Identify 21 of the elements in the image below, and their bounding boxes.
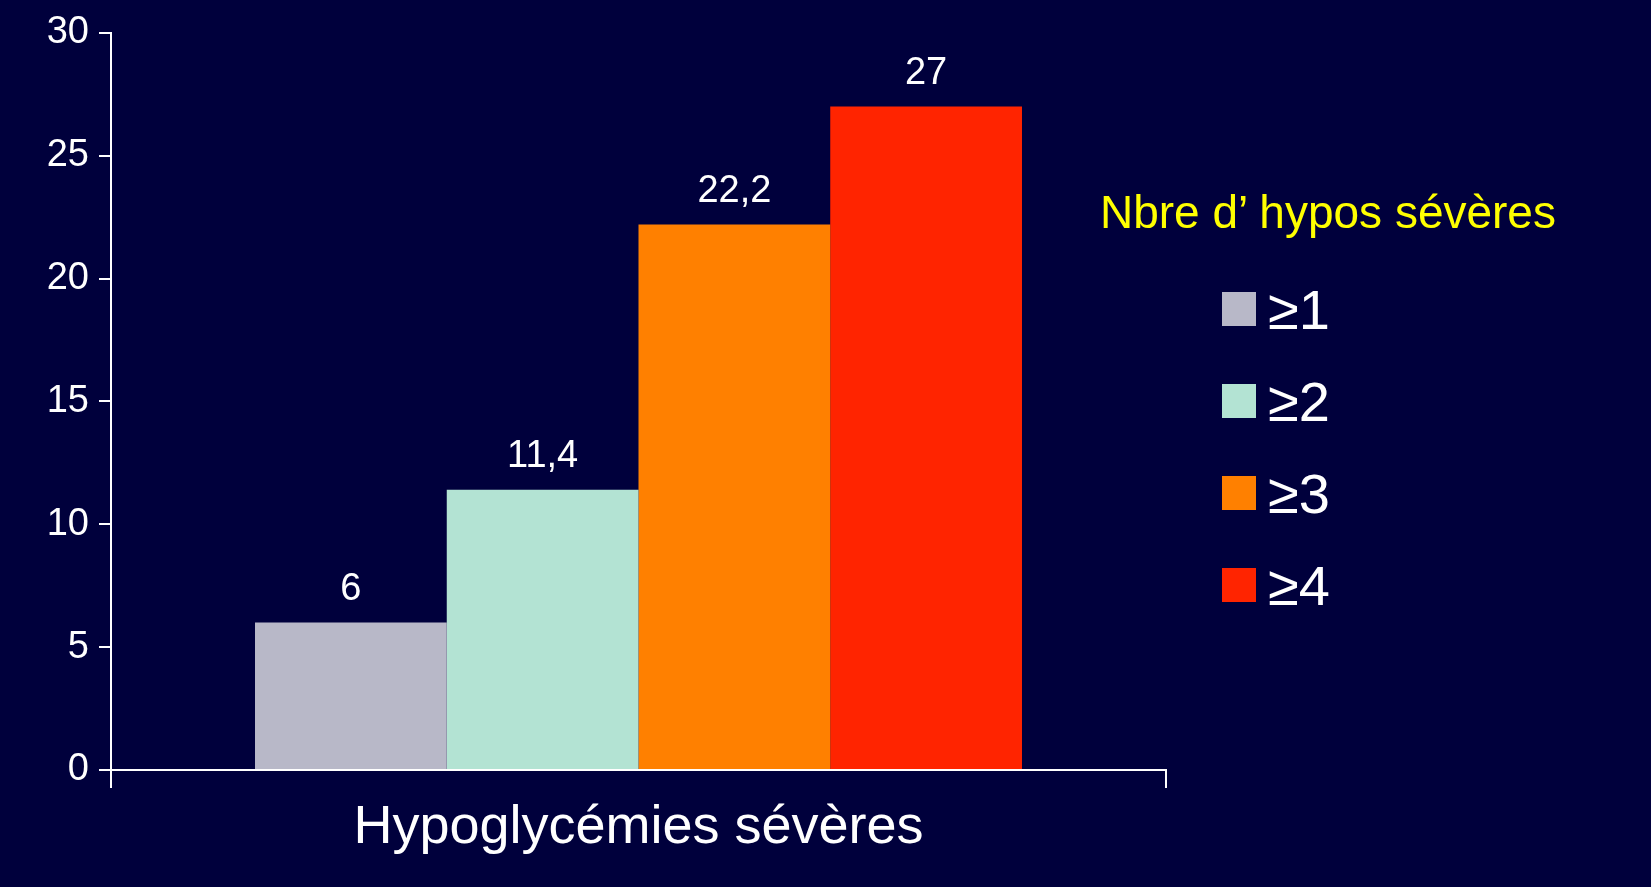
- y-tick-label: 15: [46, 377, 89, 420]
- y-tick-label: 0: [67, 746, 89, 789]
- y-tick-label: 5: [67, 623, 89, 666]
- legend-label: ≥2: [1268, 368, 1330, 434]
- bar: [638, 224, 831, 769]
- y-tick-label: 20: [46, 255, 89, 298]
- legend-label: ≥3: [1268, 460, 1330, 526]
- data-label: 11,4: [507, 433, 579, 476]
- y-tick-label: 10: [46, 500, 89, 543]
- bar: [830, 106, 1022, 769]
- data-label: 22,2: [697, 167, 772, 210]
- y-tick-label: 30: [46, 9, 89, 52]
- data-label: 27: [904, 50, 948, 92]
- legend-label: ≥4: [1268, 552, 1330, 618]
- legend-title: Nbre d’ hypos sévères: [1100, 185, 1556, 239]
- bar: [255, 622, 447, 769]
- y-tick-label: 25: [46, 132, 89, 175]
- data-label: 6: [340, 566, 362, 609]
- x-tick-label: Hypoglycémies sévères: [353, 794, 924, 855]
- bar: [446, 489, 639, 769]
- legend-label: ≥1: [1268, 276, 1330, 342]
